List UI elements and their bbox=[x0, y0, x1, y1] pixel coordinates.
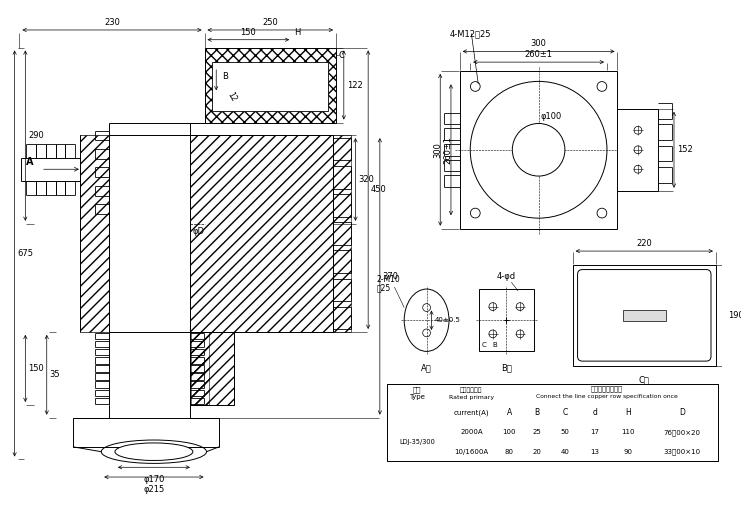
Bar bbox=[573, 265, 716, 366]
Text: 290: 290 bbox=[28, 131, 44, 140]
Bar bbox=[191, 332, 233, 405]
Text: 型号
Type: 型号 Type bbox=[409, 386, 425, 400]
Text: 50: 50 bbox=[560, 429, 569, 435]
Text: 122: 122 bbox=[347, 81, 362, 90]
Text: 150: 150 bbox=[28, 364, 44, 373]
Text: Connect the line copper row specification once: Connect the line copper row specificatio… bbox=[536, 394, 678, 400]
Bar bbox=[205, 48, 336, 123]
Text: 100: 100 bbox=[502, 429, 516, 435]
Bar bbox=[80, 135, 109, 332]
Circle shape bbox=[512, 124, 565, 176]
Bar bbox=[190, 332, 210, 405]
Text: 额定一次电流: 额定一次电流 bbox=[460, 387, 482, 393]
Text: 4-φd: 4-φd bbox=[497, 272, 516, 281]
Text: φ215: φ215 bbox=[143, 485, 165, 494]
Bar bbox=[18, 38, 368, 466]
Text: 152: 152 bbox=[677, 146, 693, 154]
Bar bbox=[190, 135, 333, 332]
Text: B: B bbox=[493, 342, 497, 348]
Text: 300: 300 bbox=[531, 40, 547, 49]
Ellipse shape bbox=[404, 289, 449, 351]
Text: 33扒00×10: 33扒00×10 bbox=[663, 448, 700, 455]
Text: C向: C向 bbox=[639, 376, 650, 385]
Text: H: H bbox=[294, 28, 301, 37]
Text: 40: 40 bbox=[560, 449, 569, 455]
Ellipse shape bbox=[115, 443, 193, 460]
Text: 260±1: 260±1 bbox=[444, 136, 453, 164]
Bar bbox=[109, 135, 190, 332]
Text: A: A bbox=[507, 408, 512, 417]
Text: 25: 25 bbox=[532, 429, 541, 435]
Text: B向: B向 bbox=[501, 363, 512, 372]
Text: C: C bbox=[562, 408, 568, 417]
Bar bbox=[479, 289, 534, 351]
Text: φD: φD bbox=[193, 227, 205, 236]
Text: φ170: φ170 bbox=[143, 475, 165, 484]
Text: 260±1: 260±1 bbox=[525, 50, 553, 59]
Text: 12: 12 bbox=[226, 90, 239, 103]
Bar bbox=[387, 383, 718, 461]
Text: C: C bbox=[339, 51, 345, 60]
Text: 淲25: 淲25 bbox=[377, 283, 391, 292]
Text: A: A bbox=[26, 157, 34, 167]
Text: 250: 250 bbox=[262, 18, 278, 27]
FancyBboxPatch shape bbox=[577, 270, 711, 361]
Text: 450: 450 bbox=[371, 185, 387, 194]
Text: 80: 80 bbox=[505, 449, 514, 455]
Text: current(A): current(A) bbox=[453, 410, 489, 416]
Text: B: B bbox=[222, 72, 228, 81]
Text: Rated primary: Rated primary bbox=[449, 395, 494, 400]
Text: 190: 190 bbox=[728, 311, 741, 320]
Bar bbox=[623, 309, 665, 321]
Text: 300: 300 bbox=[433, 142, 442, 158]
Text: 76扒00×20: 76扒00×20 bbox=[663, 429, 700, 436]
Text: A向: A向 bbox=[421, 363, 432, 372]
Text: 40±0.5: 40±0.5 bbox=[434, 317, 460, 323]
Text: 一次换线铜排规格: 一次换线铜排规格 bbox=[591, 386, 622, 392]
Text: 13: 13 bbox=[591, 449, 599, 455]
Text: 675: 675 bbox=[18, 249, 33, 258]
Text: 10/1600A: 10/1600A bbox=[454, 449, 488, 455]
Text: d: d bbox=[593, 408, 597, 417]
Text: 2-M10: 2-M10 bbox=[377, 275, 401, 284]
Text: 370: 370 bbox=[383, 272, 399, 281]
Text: LDJ-35/300: LDJ-35/300 bbox=[399, 439, 435, 445]
Text: 110: 110 bbox=[622, 429, 635, 435]
Text: 17: 17 bbox=[591, 429, 599, 435]
Text: C: C bbox=[482, 342, 487, 348]
Text: φ100: φ100 bbox=[540, 112, 562, 121]
Text: H: H bbox=[625, 408, 631, 417]
Bar bbox=[213, 62, 328, 111]
Bar bbox=[617, 109, 659, 191]
Text: 230: 230 bbox=[104, 18, 120, 27]
Text: 35: 35 bbox=[50, 370, 60, 379]
Bar bbox=[333, 135, 350, 332]
Bar bbox=[459, 71, 617, 229]
Text: 220: 220 bbox=[637, 239, 652, 248]
Text: 2000A: 2000A bbox=[460, 429, 482, 435]
Text: 320: 320 bbox=[359, 175, 374, 184]
Text: 20: 20 bbox=[532, 449, 541, 455]
Text: 90: 90 bbox=[624, 449, 633, 455]
Text: 4-M12淲25: 4-M12淲25 bbox=[450, 29, 491, 39]
Text: B: B bbox=[534, 408, 539, 417]
Text: 150: 150 bbox=[241, 28, 256, 37]
Text: D: D bbox=[679, 408, 685, 417]
